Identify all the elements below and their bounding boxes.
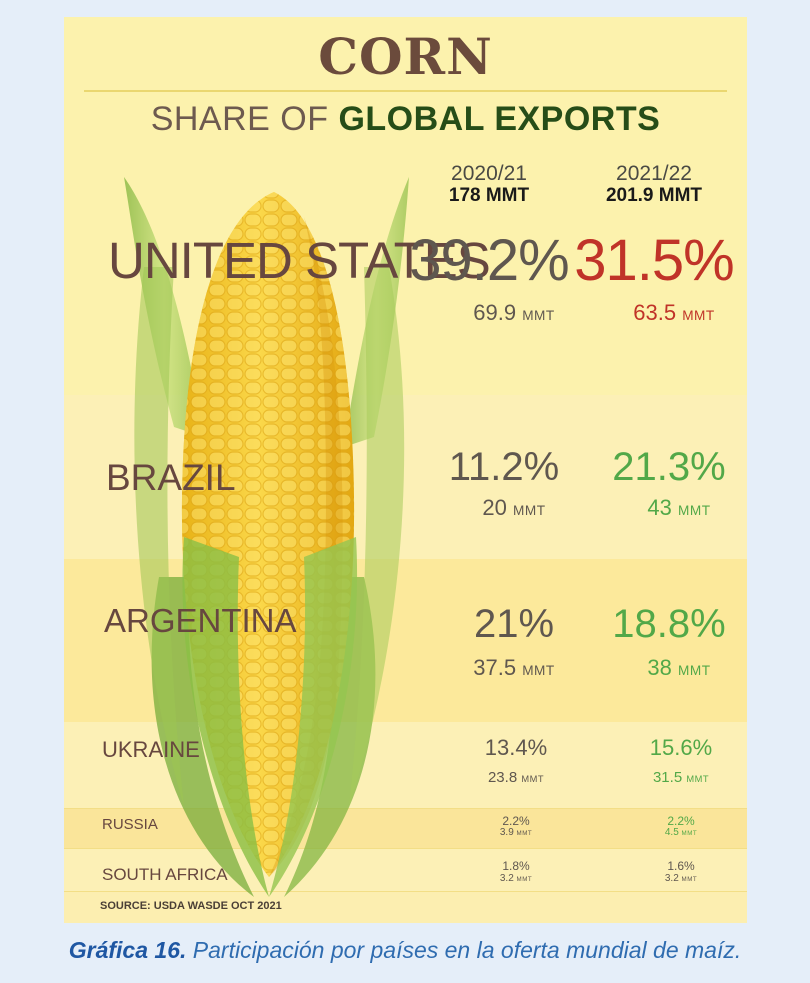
share-south-africa-2020-21: 1.8% xyxy=(502,859,530,873)
volume-russia-2020-21: 3.9 MMT xyxy=(426,827,606,839)
row-band-south-africa xyxy=(64,848,747,891)
volume-value: 3.2 xyxy=(499,873,514,884)
row-divider xyxy=(64,848,747,849)
infographic-poster: CORN SHARE OF GLOBAL EXPORTS 2020/21 178… xyxy=(64,17,747,923)
column-header-total-1: 178 MMT xyxy=(448,185,530,206)
volume-ukraine-2020-21: 23.8 MMT xyxy=(426,769,606,786)
volume-south-africa-2021-22: 3.2 MMT xyxy=(591,873,747,885)
volume-russia-2021-22: 4.5 MMT xyxy=(591,827,747,839)
volume-ukraine-2021-22: 31.5 MMT xyxy=(591,769,747,786)
country-label-russia: RUSSIA xyxy=(102,816,158,833)
column-header-year-2: 2021/22 xyxy=(616,162,692,185)
title-divider xyxy=(84,90,727,92)
volume-value: 37.5 xyxy=(473,655,517,680)
share-united-states-2020-21: 39.2% xyxy=(409,228,569,293)
volume-unit: MMT xyxy=(522,308,555,323)
volume-unit: MMT xyxy=(678,503,711,518)
volume-unit: MMT xyxy=(516,830,533,837)
volume-value: 69.9 xyxy=(473,300,517,325)
caption-lead: Gráfica 16. xyxy=(68,937,187,963)
share-ukraine-2020-21: 13.4% xyxy=(484,735,548,760)
share-brazil-2020-21: 11.2% xyxy=(448,445,560,489)
volume-south-africa-2020-21: 3.2 MMT xyxy=(426,873,606,885)
share-argentina-2021-22: 18.8% xyxy=(612,602,726,646)
volume-unit: MMT xyxy=(686,774,710,784)
volume-value: 43 xyxy=(647,495,672,520)
volume-unit: MMT xyxy=(681,830,698,837)
row-band-russia xyxy=(64,808,747,848)
row-divider xyxy=(64,891,747,892)
column-header-year-1: 2020/21 xyxy=(451,162,527,185)
volume-argentina-2020-21: 37.5 MMT xyxy=(424,655,604,681)
caption-text: Participación por países en la oferta mu… xyxy=(192,937,742,963)
country-label-ukraine: UKRAINE xyxy=(102,737,200,762)
volume-value: 20 xyxy=(482,495,507,520)
volume-unit: MMT xyxy=(521,774,545,784)
volume-unit: MMT xyxy=(681,876,698,883)
subtitle-prefix: SHARE OF xyxy=(150,100,329,138)
volume-value: 31.5 xyxy=(652,769,683,786)
volume-unit: MMT xyxy=(682,308,715,323)
source-note: SOURCE: USDA WASDE OCT 2021 xyxy=(100,900,282,912)
country-label-argentina: ARGENTINA xyxy=(104,602,297,639)
volume-value: 4.5 xyxy=(664,827,679,838)
share-united-states-2021-22: 31.5% xyxy=(574,228,734,293)
volume-value: 38 xyxy=(647,655,672,680)
share-brazil-2021-22: 21.3% xyxy=(612,445,726,489)
column-header-total-2: 201.9 MMT xyxy=(605,185,703,206)
chart-title: CORN xyxy=(318,27,493,86)
volume-value: 23.8 xyxy=(487,769,518,786)
corn-cob-illustration xyxy=(124,177,409,897)
volume-united-states-2020-21: 69.9 MMT xyxy=(424,300,604,326)
volume-value: 63.5 xyxy=(633,300,677,325)
volume-united-states-2021-22: 63.5 MMT xyxy=(584,300,747,326)
volume-brazil-2021-22: 43 MMT xyxy=(589,495,747,521)
share-russia-2020-21: 2.2% xyxy=(502,814,530,828)
country-label-united-states: UNITED STATES xyxy=(108,232,491,289)
volume-unit: MMT xyxy=(513,503,546,518)
share-ukraine-2021-22: 15.6% xyxy=(649,735,713,760)
volume-argentina-2021-22: 38 MMT xyxy=(589,655,747,681)
volume-unit: MMT xyxy=(516,876,533,883)
volume-brazil-2020-21: 20 MMT xyxy=(424,495,604,521)
share-russia-2021-22: 2.2% xyxy=(667,814,695,828)
volume-unit: MMT xyxy=(522,663,555,678)
country-label-brazil: BRAZIL xyxy=(106,457,236,498)
figure-caption: Gráfica 16. Participación por países en … xyxy=(0,937,810,964)
chart-subtitle: SHARE OF GLOBAL EXPORTS xyxy=(64,100,747,139)
volume-value: 3.9 xyxy=(499,827,514,838)
row-divider xyxy=(64,808,747,809)
subtitle-emphasis: GLOBAL EXPORTS xyxy=(338,100,661,138)
volume-value: 3.2 xyxy=(664,873,679,884)
row-band-source xyxy=(64,891,747,923)
share-argentina-2020-21: 21% xyxy=(473,602,555,646)
volume-unit: MMT xyxy=(678,663,711,678)
share-south-africa-2021-22: 1.6% xyxy=(667,859,695,873)
country-label-south-africa: SOUTH AFRICA xyxy=(102,865,228,884)
